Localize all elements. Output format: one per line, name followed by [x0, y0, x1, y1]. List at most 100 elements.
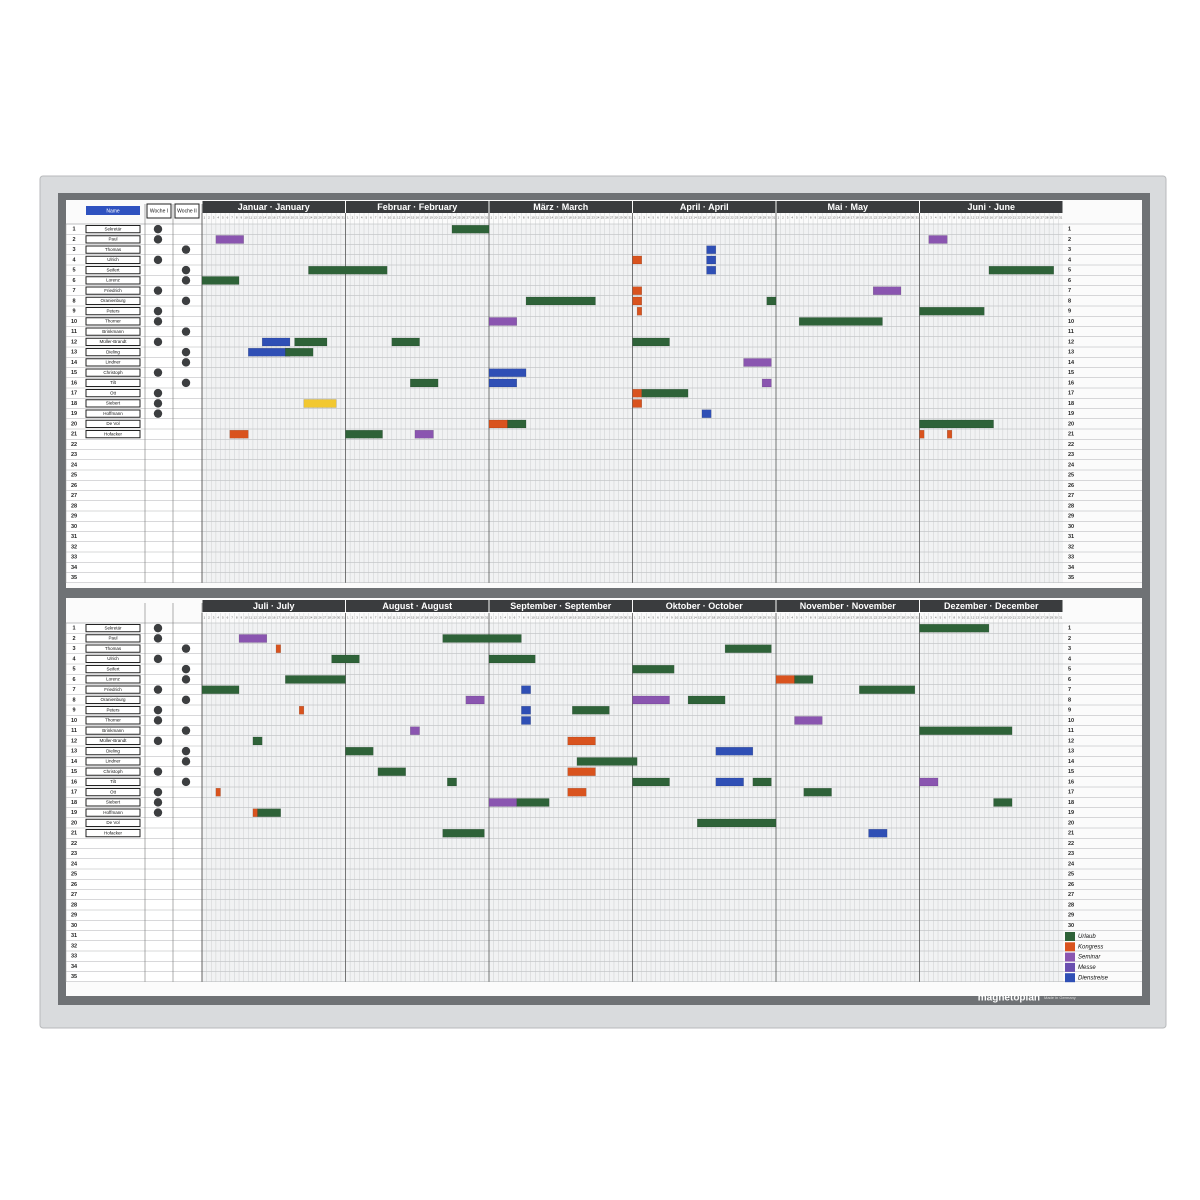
- day-number: 13: [689, 615, 693, 619]
- day-number: 19: [1003, 215, 1007, 219]
- day-number: 28: [902, 615, 906, 619]
- planner-magnet: [988, 266, 1054, 275]
- day-number: 1: [921, 215, 923, 219]
- day-number: 16: [990, 215, 994, 219]
- planner-magnet: [803, 788, 832, 797]
- day-number: 3: [500, 215, 502, 219]
- month-header: [489, 201, 632, 213]
- day-number: 23: [735, 215, 739, 219]
- row-number: 14: [71, 759, 78, 765]
- day-number: 12: [684, 615, 688, 619]
- week-magnet: [153, 623, 163, 633]
- name-label: Oranienburg: [100, 697, 126, 702]
- day-number: 12: [971, 215, 975, 219]
- day-number: 22: [300, 615, 304, 619]
- day-number: 10: [818, 615, 822, 619]
- planner-magnet: [632, 695, 670, 705]
- week-magnet: [181, 296, 191, 306]
- day-number: 6: [944, 215, 946, 219]
- row-number: 24: [71, 462, 78, 468]
- name-strip: [85, 419, 141, 428]
- day-number: 20: [721, 615, 725, 619]
- day-number: 27: [323, 615, 327, 619]
- day-number: 29: [906, 615, 910, 619]
- planner-magnet: [928, 235, 948, 244]
- day-number: 6: [657, 615, 659, 619]
- row-number: 27: [71, 493, 77, 499]
- name-strip: [85, 757, 141, 766]
- name-strip: [85, 296, 141, 305]
- row-number: 11: [71, 329, 77, 335]
- planner-magnet: [442, 829, 485, 838]
- day-number: 14: [406, 615, 410, 619]
- day-number: 29: [619, 215, 623, 219]
- planner-magnet: [706, 255, 717, 265]
- day-number: 21: [439, 215, 443, 219]
- row-number: 17: [71, 391, 77, 397]
- name-strip: [85, 409, 141, 418]
- month-label: März · March: [533, 202, 588, 212]
- name-label: Seifert: [106, 666, 120, 671]
- day-number: 28: [471, 215, 475, 219]
- day-number: 28: [1045, 615, 1049, 619]
- row-number: 5: [1068, 268, 1071, 274]
- row-number: 5: [72, 268, 75, 274]
- planner-magnet: [525, 296, 596, 306]
- day-number: 5: [365, 615, 367, 619]
- day-number: 18: [281, 215, 285, 219]
- day-number: 3: [930, 615, 932, 619]
- name-strip: [85, 736, 141, 745]
- week-magnet: [181, 265, 191, 275]
- name-strip: [85, 654, 141, 663]
- day-number: 25: [601, 215, 605, 219]
- row-number: 33: [71, 555, 77, 561]
- day-number: 1: [203, 615, 205, 619]
- day-number: 10: [962, 615, 966, 619]
- day-number: 25: [1031, 215, 1035, 219]
- day-number: 6: [801, 215, 803, 219]
- row-number: 9: [72, 309, 75, 315]
- planner-magnet: [632, 337, 670, 347]
- legend-swatch: [1065, 962, 1075, 972]
- day-number: 6: [227, 215, 229, 219]
- day-number: 13: [832, 615, 836, 619]
- row-number: 32: [1068, 544, 1074, 550]
- week-magnet: [153, 634, 163, 643]
- day-number: 23: [735, 615, 739, 619]
- day-number: 4: [935, 615, 937, 619]
- day-number: 19: [573, 215, 577, 219]
- day-number: 11: [680, 615, 683, 619]
- day-number: 4: [361, 615, 363, 619]
- name-label: Tilt: [110, 380, 117, 385]
- day-number: 8: [379, 615, 381, 619]
- day-number: 25: [457, 615, 461, 619]
- row-number: 28: [1068, 503, 1074, 509]
- planner-magnet: [687, 695, 726, 705]
- row-number: 22: [1068, 442, 1074, 448]
- week-magnet: [153, 399, 163, 408]
- name-strip: [85, 255, 141, 264]
- row-number: 32: [71, 943, 77, 949]
- planner-magnet: [715, 747, 754, 756]
- week-magnet: [153, 368, 163, 377]
- day-number: 11: [249, 215, 252, 219]
- month-label: Januar · January: [238, 202, 310, 212]
- planner-magnet: [391, 337, 420, 347]
- planner-magnet: [993, 798, 1013, 807]
- day-number: 12: [971, 615, 975, 619]
- day-number: 9: [528, 215, 530, 219]
- row-number: 16: [1068, 779, 1074, 785]
- day-number: 26: [318, 615, 322, 619]
- day-number: 30: [480, 215, 484, 219]
- day-number: 16: [559, 215, 563, 219]
- row-number: 4: [72, 656, 76, 662]
- name-label: Christoph: [103, 370, 123, 375]
- row-number: 9: [1068, 708, 1071, 714]
- planner-magnet: [761, 378, 772, 388]
- day-number: 2: [208, 615, 210, 619]
- row-number: 23: [71, 851, 77, 857]
- day-number: 1: [490, 615, 492, 619]
- month-header: [346, 201, 489, 213]
- planner-magnet: [947, 430, 953, 439]
- day-number: 21: [582, 215, 586, 219]
